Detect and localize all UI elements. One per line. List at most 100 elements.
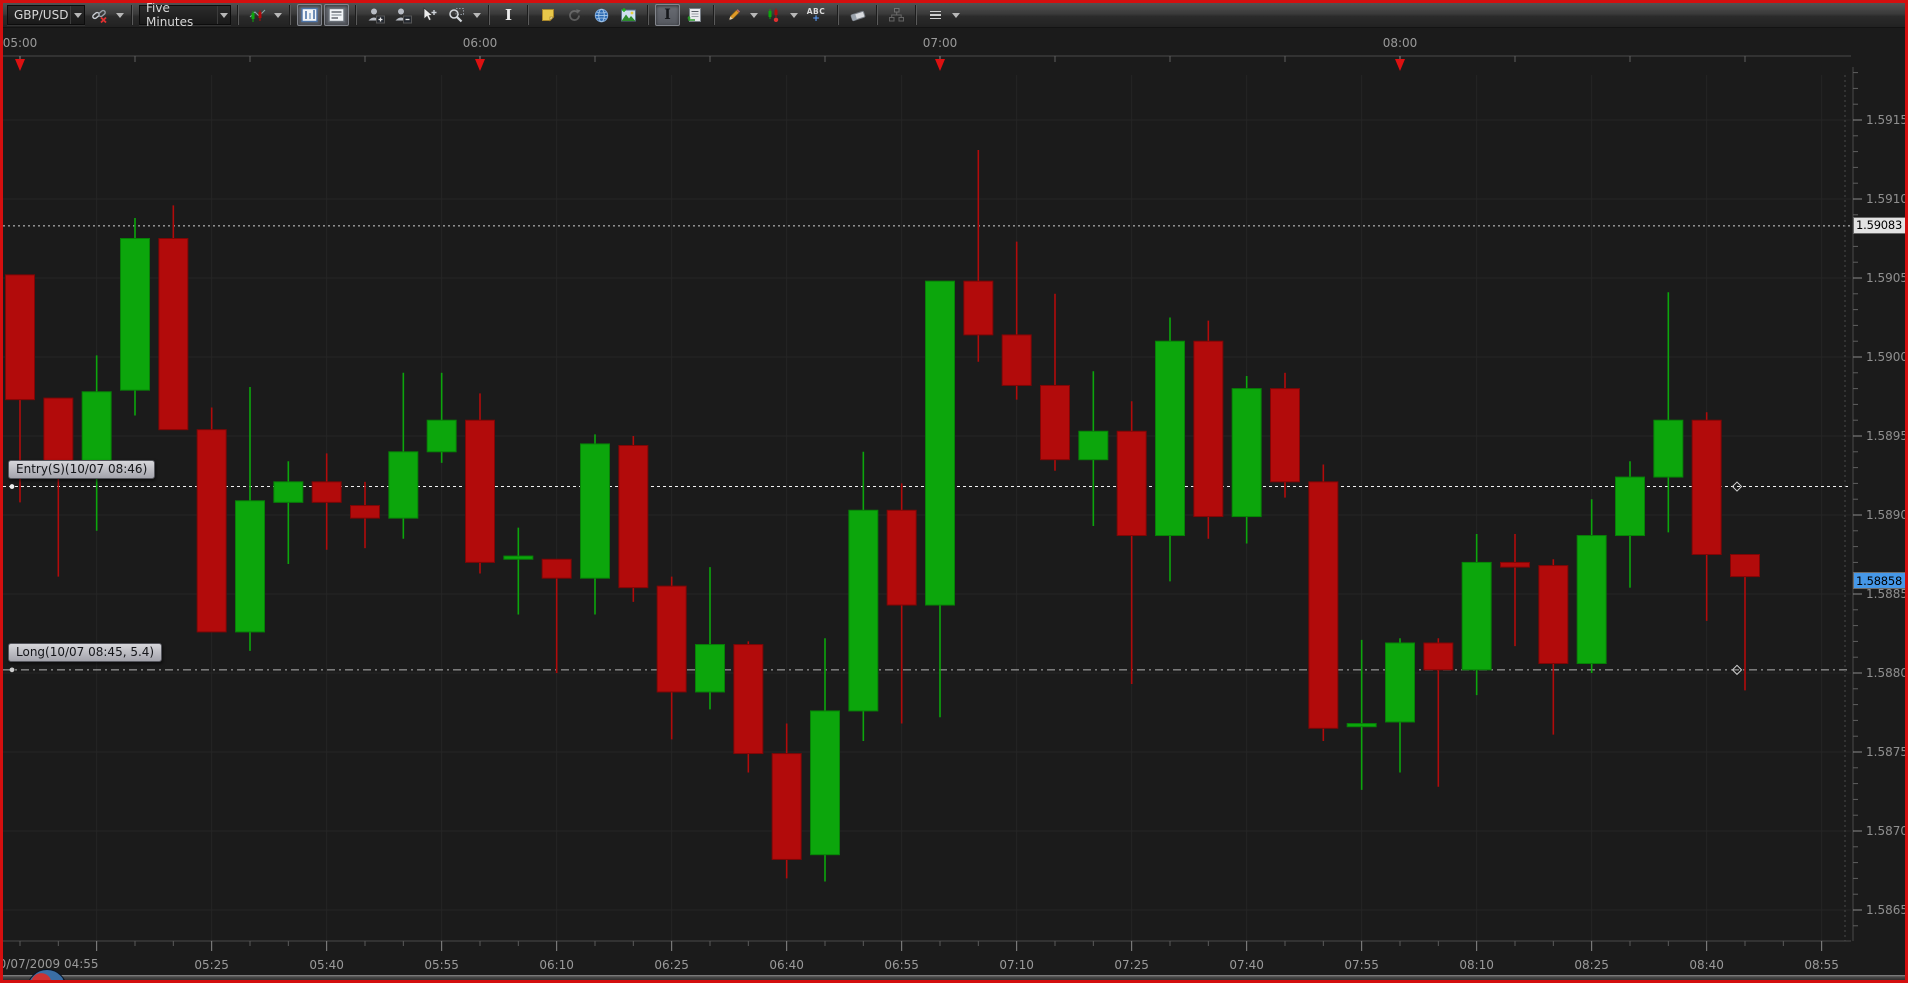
candle — [1653, 292, 1684, 533]
text-tool-button[interactable]: I — [655, 4, 680, 26]
candle — [656, 576, 687, 740]
candle-body — [1346, 723, 1377, 728]
candle — [1193, 320, 1224, 539]
top-time-axis[interactable]: 05:00 06:00 07:00 08:00 — [3, 36, 1851, 71]
candle — [1500, 533, 1530, 647]
candle-body — [1040, 384, 1070, 461]
candle — [81, 355, 112, 531]
magnifier-box-icon — [449, 7, 464, 22]
quote-panel-icon — [328, 7, 345, 23]
candle-body — [1500, 561, 1530, 568]
candle-body — [81, 391, 112, 464]
chevron-down-icon — [70, 6, 84, 24]
candle-body — [1155, 340, 1185, 537]
candle — [465, 393, 495, 574]
price-axis-label: 1.5890 — [1866, 508, 1908, 522]
refresh-icon — [569, 8, 581, 21]
vertical-cursor-button[interactable]: I — [496, 4, 521, 26]
indicator-button[interactable] — [761, 4, 786, 26]
refresh-button[interactable] — [562, 4, 587, 26]
pointer-add-button[interactable] — [417, 4, 442, 26]
candle — [1078, 371, 1109, 527]
candles — [5, 150, 1760, 882]
price-axis-label: 1.5910 — [1866, 192, 1908, 206]
candle — [771, 723, 802, 879]
symbol-select-value: GBP/USD — [14, 8, 69, 22]
candle-body — [1270, 388, 1300, 483]
candle — [388, 372, 419, 539]
candle-body — [580, 443, 610, 579]
reference-price-tag: 1.59083 — [1853, 216, 1906, 234]
line-handle-diamond — [1731, 481, 1743, 492]
toolbar-separator — [289, 5, 291, 25]
note-icon — [541, 9, 554, 22]
abc-label-icon: ABC + — [806, 7, 826, 24]
zoom-options-caret[interactable] — [471, 4, 482, 26]
insert-image-button[interactable] — [616, 4, 641, 26]
candle — [1040, 293, 1070, 471]
indicator-options-caret[interactable] — [788, 4, 799, 26]
unlink-icon — [92, 9, 107, 23]
unlink-options-caret[interactable] — [114, 4, 125, 26]
candle-body — [196, 429, 227, 633]
unlink-button[interactable] — [87, 4, 112, 26]
taskbar-icon-fragment — [26, 968, 68, 980]
remove-user-button[interactable] — [390, 4, 415, 26]
candle-body — [273, 481, 304, 503]
image-plus-icon — [621, 8, 636, 22]
bottom-axis-label: 07:10 — [999, 958, 1034, 972]
chart-panel-toggle-button[interactable] — [297, 4, 322, 26]
toolbar-separator — [131, 5, 133, 25]
bottom-axis-label: 08:40 — [1689, 958, 1724, 972]
browser-button[interactable] — [589, 4, 614, 26]
report-button[interactable] — [682, 4, 707, 26]
chart-style-button[interactable] — [245, 4, 270, 26]
menu-caret[interactable] — [950, 4, 961, 26]
label-tool-button[interactable]: ABC + — [801, 4, 831, 26]
bottom-axis-label: 05:55 — [424, 958, 459, 972]
draw-options-caret[interactable] — [748, 4, 759, 26]
bottom-time-axis[interactable]: 05:25 05:40 05:55 06:10 06:25 06:40 06:55 07:10… — [3, 940, 1851, 972]
candle-body — [1730, 554, 1760, 578]
bottom-axis-label: 06:10 — [539, 958, 574, 972]
window-resize-strip[interactable] — [3, 975, 1905, 980]
price-axis-label: 1.5885 — [1866, 587, 1908, 601]
candle — [1308, 464, 1339, 741]
person-plus-icon — [368, 8, 385, 23]
entry-marker-label[interactable]: Entry(S)(10/07 08:46) — [8, 459, 156, 479]
candle-body — [426, 419, 457, 453]
chart-style-caret[interactable] — [272, 4, 283, 26]
zoom-select-button[interactable] — [444, 4, 469, 26]
candle-body — [656, 585, 687, 693]
quote-panel-toggle-button[interactable] — [324, 4, 349, 26]
candle — [618, 436, 649, 602]
bottom-axis-label: 06:25 — [654, 958, 689, 972]
candle — [541, 558, 572, 673]
candle — [235, 387, 265, 651]
candle-body — [503, 555, 534, 560]
price-axis[interactable]: 1.5915 1.5910 1.5905 1.5900 1.5895 1.5890 1.58… — [1852, 67, 1908, 941]
long-position-label[interactable]: Long(10/07 08:45, 5.4) — [8, 642, 163, 662]
top-axis-label: 06:00 — [463, 36, 498, 50]
toolbar-separator — [713, 5, 715, 25]
indicator-icon — [768, 8, 779, 22]
timeframe-select[interactable]: Five Minutes — [139, 1, 231, 29]
candle-body — [465, 419, 495, 563]
structure-button[interactable] — [884, 4, 909, 26]
candle — [1346, 639, 1377, 790]
note-button[interactable] — [535, 4, 560, 26]
candle-body — [1116, 430, 1147, 537]
draw-button[interactable] — [721, 4, 746, 26]
menu-button[interactable] — [923, 4, 948, 26]
pencil-icon — [728, 8, 741, 20]
symbol-select[interactable]: GBP/USD — [7, 5, 85, 25]
session-arrow-marker — [15, 59, 25, 71]
bottom-axis-label: 08:10 — [1459, 958, 1494, 972]
add-user-button[interactable] — [363, 4, 388, 26]
org-chart-icon — [889, 8, 904, 22]
eraser-button[interactable] — [845, 4, 870, 26]
candle-body — [925, 280, 955, 606]
candle — [1576, 499, 1607, 673]
